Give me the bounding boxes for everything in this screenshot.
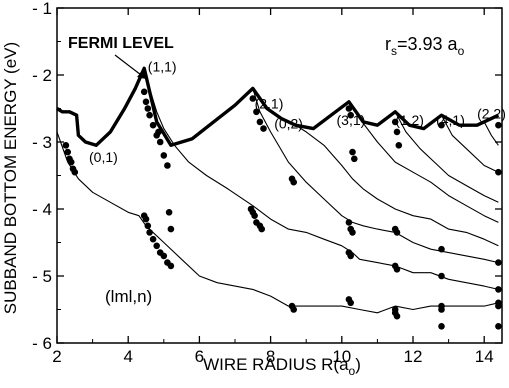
rs-label: rs=3.93 ao: [385, 34, 465, 58]
series-line-6: [394, 111, 499, 203]
y-tick-label: - 3: [32, 133, 52, 152]
data-point: [260, 125, 267, 132]
data-point: [146, 229, 153, 236]
data-point: [146, 111, 153, 119]
data-point: [347, 111, 355, 119]
data-point: [249, 95, 257, 102]
x-tick-label: 4: [123, 347, 132, 366]
x-tick-label: 6: [195, 347, 204, 366]
y-tick-label: - 6: [32, 334, 52, 353]
data-point: [349, 148, 356, 156]
ticks-layer: 2 4 6 8 10 12 14 - 1 - 2 - 3 - 4 - 5 - 6: [32, 0, 502, 366]
x-tick-label: 2: [52, 347, 61, 366]
plot-layer: [56, 66, 502, 330]
data-point: [140, 88, 148, 96]
data-point: [347, 252, 355, 260]
data-point: [144, 105, 152, 112]
data-point: [290, 178, 298, 186]
data-point: [495, 121, 502, 129]
fermi-arrowhead: [137, 71, 146, 79]
data-point: [495, 323, 502, 330]
data-point: [167, 262, 175, 270]
y-tick-label: - 5: [32, 267, 52, 286]
data-point: [438, 121, 445, 129]
series-line-7: [441, 114, 499, 173]
x-tick-label: 14: [475, 347, 494, 366]
data-point: [67, 158, 75, 166]
data-point: [290, 306, 298, 313]
data-point: [62, 142, 70, 149]
subband-label: (1,1): [148, 59, 177, 75]
data-point: [393, 128, 401, 136]
data-point: [393, 229, 401, 236]
data-point: [165, 209, 173, 216]
data-point: [258, 225, 266, 233]
data-point: [142, 98, 150, 106]
subband-label: (0,1): [89, 149, 118, 165]
quantum-number-note: (lml,n): [105, 287, 152, 306]
data-point: [256, 118, 264, 126]
y-tick-label: - 2: [32, 66, 52, 85]
data-point: [345, 105, 353, 112]
data-point: [495, 168, 502, 176]
data-point: [71, 168, 79, 176]
data-point: [351, 155, 358, 163]
data-point: [438, 323, 445, 330]
data-point: [160, 252, 168, 260]
y-tick-label: - 1: [32, 0, 52, 18]
series-line-3: [252, 88, 499, 264]
subband-label: (0,2): [274, 116, 303, 132]
data-point: [438, 302, 445, 310]
data-point: [393, 312, 401, 320]
data-point: [495, 302, 502, 310]
y-axis-label: SUBBAND BOTTOM ENERGY (eV): [1, 42, 20, 314]
y-tick-label: - 4: [32, 200, 52, 219]
data-point: [167, 225, 175, 233]
data-point: [164, 162, 171, 169]
subband-label: (1,2): [395, 112, 424, 128]
series-line-4: [295, 124, 499, 247]
subband-label: (2,1): [255, 96, 284, 112]
subband-label: (2,2): [477, 106, 506, 122]
subband-label: (4,1): [436, 112, 465, 128]
subband-labels: (0,1) (1,1) (2,1) (0,2) (3,1) (1,2) (4,1) (2,2): [89, 59, 506, 165]
series-line-0: [56, 66, 500, 148]
data-point: [149, 121, 157, 129]
data-point: [438, 245, 445, 253]
data-point: [391, 118, 399, 126]
data-point: [251, 212, 258, 219]
series-line-5: [348, 101, 499, 223]
data-point: [438, 272, 445, 280]
data-point: [149, 235, 157, 243]
data-point: [160, 152, 168, 159]
data-point: [495, 259, 502, 266]
subband-label: (3,1): [337, 112, 366, 128]
x-tick-label: 8: [266, 347, 275, 366]
data-point: [345, 219, 353, 226]
fermi-level-label: FERMI LEVEL: [68, 35, 174, 52]
data-point: [253, 108, 260, 116]
data-point: [144, 222, 152, 230]
data-point: [156, 138, 164, 146]
data-point: [347, 299, 355, 307]
data-point: [393, 266, 401, 273]
series-line-1: [56, 131, 499, 314]
data-point: [155, 128, 162, 136]
data-point: [64, 148, 71, 156]
data-point: [349, 229, 356, 236]
x-axis-label: WIRE RADIUS R(ao): [203, 355, 361, 378]
x-tick-label: 12: [404, 347, 423, 366]
data-point: [142, 215, 150, 223]
data-point: [395, 142, 403, 149]
series-line-2: [143, 68, 499, 290]
data-point: [153, 242, 160, 250]
x-tick-label: 10: [332, 347, 351, 366]
data-point: [495, 286, 502, 293]
